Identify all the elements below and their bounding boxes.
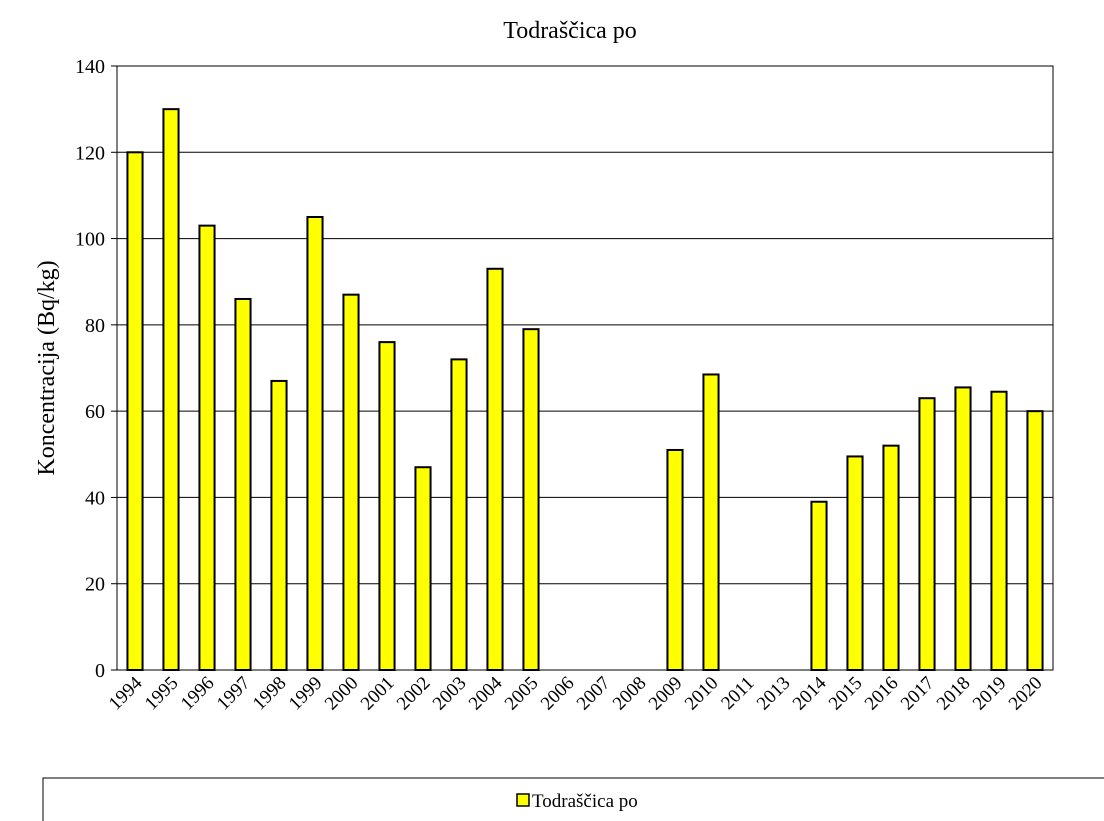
x-tick-label: 1996	[177, 673, 219, 715]
y-tick-label: 80	[85, 315, 105, 337]
legend-label: Todraščica po	[532, 791, 638, 812]
y-tick-label: 0	[95, 660, 105, 682]
legend-swatch	[516, 793, 530, 807]
y-tick-label: 40	[85, 487, 105, 509]
bar	[234, 297, 252, 671]
y-tick-label: 20	[85, 574, 105, 596]
bar	[450, 358, 468, 671]
x-tick-label: 2014	[789, 672, 831, 714]
bar	[198, 224, 216, 671]
y-tick-label: 60	[85, 401, 105, 423]
bar	[522, 328, 540, 671]
y-tick-label: 100	[75, 229, 105, 251]
bar	[882, 444, 900, 671]
x-tick-label: 2015	[825, 673, 867, 715]
x-tick-label: 2005	[501, 673, 543, 715]
x-tick-label: 2010	[681, 673, 723, 715]
x-tick-label: 2004	[465, 672, 507, 714]
bar	[126, 151, 144, 672]
x-tick-label: 2009	[645, 673, 687, 715]
bar	[486, 267, 504, 671]
x-tick-label: 1995	[141, 673, 183, 715]
y-tick-label: 120	[75, 142, 105, 164]
x-tick-label: 2007	[573, 673, 615, 715]
x-tick-label: 2001	[357, 673, 399, 715]
bar	[810, 500, 828, 671]
x-tick-label: 2008	[609, 673, 651, 715]
x-tick-label: 2011	[717, 673, 758, 714]
bar	[270, 379, 288, 671]
x-tick-label: 2003	[429, 673, 471, 715]
bar	[990, 390, 1008, 671]
y-axis-label: Koncentracija (Bq/kg)	[34, 260, 60, 475]
x-tick-label: 2016	[861, 673, 903, 715]
x-tick-label: 2000	[321, 673, 363, 715]
x-tick-label: 2017	[897, 673, 939, 715]
bar	[918, 397, 936, 671]
x-tick-label: 1998	[249, 673, 291, 715]
x-tick-label: 1997	[213, 673, 255, 715]
bar	[306, 216, 324, 671]
bar	[414, 466, 432, 671]
bar	[846, 455, 864, 672]
bar	[378, 341, 396, 671]
x-tick-label: 2006	[537, 673, 579, 715]
bar	[162, 108, 180, 671]
x-tick-label: 2002	[393, 673, 435, 715]
bar	[702, 373, 720, 671]
x-tick-label: 2013	[753, 673, 795, 715]
chart-title: Todraščica po	[503, 18, 637, 44]
x-tick-label: 2018	[933, 673, 975, 715]
bar	[954, 386, 972, 671]
x-tick-label: 1999	[285, 673, 327, 715]
plot-border	[116, 65, 1054, 671]
bar	[1026, 410, 1044, 671]
bar	[342, 293, 360, 671]
legend-box	[42, 777, 1104, 821]
y-tick-label: 140	[75, 56, 105, 78]
bar	[666, 448, 684, 671]
x-tick-label: 1994	[105, 672, 147, 714]
x-tick-label: 2020	[1005, 673, 1047, 715]
x-tick-label: 2019	[969, 673, 1011, 715]
